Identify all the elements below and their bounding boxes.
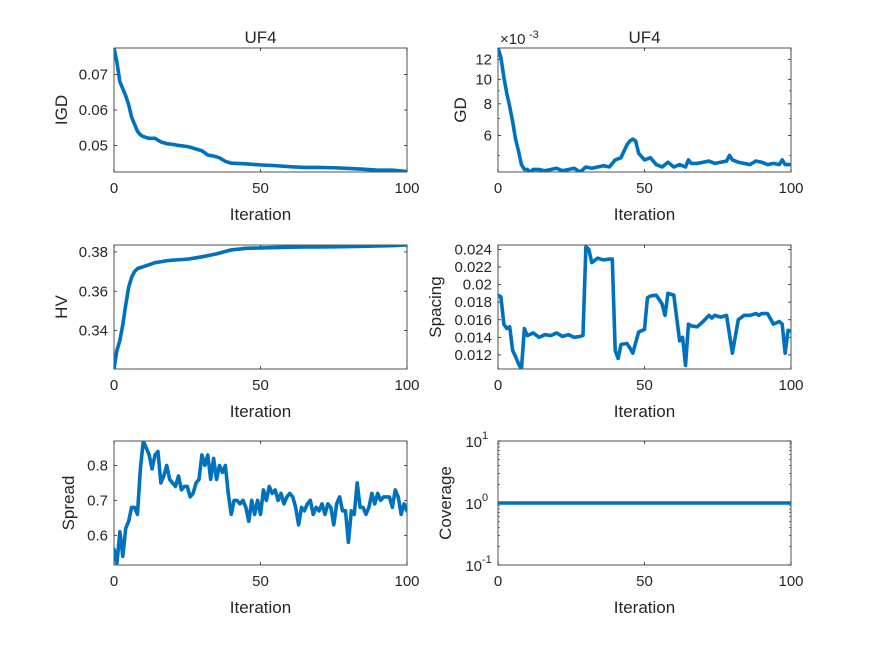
x-tick-label: 50: [636, 573, 653, 590]
y-tick-label: 6: [484, 127, 492, 144]
x-tick-label: 50: [252, 377, 269, 394]
y-tick-label: 0.34: [79, 323, 108, 340]
y-tick-label: 0.014: [454, 329, 492, 346]
x-axis-label: Iteration: [230, 402, 291, 421]
x-tick-label: 50: [636, 377, 653, 394]
x-axis-label: Iteration: [230, 598, 291, 617]
x-tick-label: 0: [494, 573, 502, 590]
y-tick-label: 0.07: [79, 67, 108, 84]
x-tick-label: 50: [252, 180, 269, 197]
x-tick-label: 0: [494, 377, 502, 394]
y-tick-label: 10: [465, 434, 482, 451]
y-tick-label: 0.018: [454, 294, 492, 311]
x-tick-label: 0: [110, 377, 118, 394]
x-tick-label: 0: [110, 573, 118, 590]
x-tick-label: 50: [636, 180, 653, 197]
y-tick-label: 10: [475, 71, 492, 88]
x-tick-label: 100: [778, 573, 803, 590]
axis-exponent-label: ×10: [500, 31, 525, 48]
y-tick-label: 10: [465, 558, 482, 575]
x-tick-label: 100: [394, 180, 419, 197]
x-axis-label: Iteration: [614, 402, 675, 421]
series-line-hv: [114, 245, 407, 369]
axis-exponent-power: -3: [529, 29, 539, 41]
x-axis-label: Iteration: [230, 205, 291, 224]
y-tick-label: 0.06: [79, 102, 108, 119]
series-line-spread: [114, 441, 407, 565]
y-tick-label: 0.7: [87, 492, 108, 509]
y-tick-label: 0.05: [79, 137, 108, 154]
y-axis-label: Spread: [59, 476, 78, 531]
y-tick-label: 0.022: [454, 259, 492, 276]
y-tick-exponent: -1: [482, 554, 492, 566]
y-tick-label: 0.8: [87, 457, 108, 474]
x-tick-label: 100: [778, 377, 803, 394]
x-axis-label: Iteration: [614, 598, 675, 617]
y-tick-exponent: 0: [482, 492, 488, 504]
series-line-spacing: [498, 245, 791, 369]
series-line-gd: [498, 48, 791, 172]
y-tick-label: 0.012: [454, 347, 492, 364]
chart-igd: 0 50 100 0.05 0.06 0.07 UF4 Iteration IGD: [52, 28, 420, 224]
chart-title: UF4: [628, 28, 660, 47]
chart-gd: 0 50 100 6 8 10 12 ×10 -3 UF4 Iteration GD: [451, 28, 804, 224]
chart-hv: 0 50 100 0.34 0.36 0.38 Iteration HV: [52, 244, 420, 421]
x-axis-label: Iteration: [614, 205, 675, 224]
y-tick-label: 0.02: [463, 277, 492, 294]
chart-spacing: 0 50 100 0.0120.0140.0160.0180.020.0220.024…: [426, 241, 804, 421]
y-tick-label: 0.024: [454, 241, 492, 258]
y-axis-label: HV: [52, 295, 71, 319]
y-tick-label: 12: [475, 51, 492, 68]
x-tick-label: 100: [778, 180, 803, 197]
x-tick-label: 0: [494, 180, 502, 197]
series-line-igd: [114, 48, 407, 172]
x-tick-label: 100: [394, 377, 419, 394]
y-tick-label: 0.6: [87, 527, 108, 544]
y-axis-label: IGD: [52, 95, 71, 125]
y-tick-label: 0.36: [79, 283, 108, 300]
chart-title: UF4: [244, 28, 276, 47]
y-axis-label: GD: [451, 97, 470, 123]
y-tick-exponent: 1: [482, 430, 488, 442]
y-tick-label: 10: [465, 496, 482, 513]
y-tick-label: 0.38: [79, 244, 108, 261]
x-tick-label: 50: [252, 573, 269, 590]
y-axis-label: Coverage: [436, 466, 455, 540]
y-tick-label: 8: [484, 96, 492, 113]
x-tick-label: 100: [394, 573, 419, 590]
y-axis-label: Spacing: [426, 276, 445, 337]
x-tick-label: 0: [110, 180, 118, 197]
y-tick-label: 0.016: [454, 312, 492, 329]
chart-spread: 0 50 100 0.6 0.7 0.8 Iteration Spread: [59, 440, 420, 617]
